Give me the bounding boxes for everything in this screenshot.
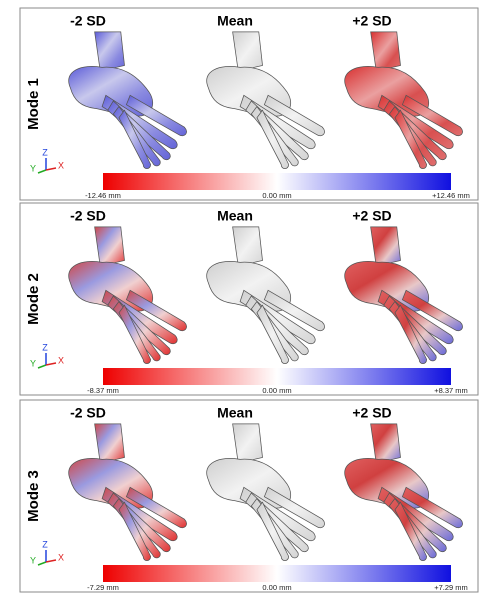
axis-label: Z [42, 147, 48, 157]
scale-label: 0.00 mm [262, 583, 291, 592]
panel: Mode 2 -2 SD Mean +2 SD YZX -8.37 mm 0.00 mm +8… [20, 203, 478, 395]
mode-label: Mode 1 [25, 78, 42, 130]
panel: Mode 3 -2 SD Mean +2 SD YZX -7.29 mm 0.00 mm +7… [20, 400, 478, 592]
scale-label: 0.00 mm [262, 386, 291, 395]
scale-label: -12.46 mm [85, 191, 121, 200]
column-header: -2 SD [70, 208, 106, 224]
axis-label: X [58, 160, 64, 170]
mode-label: Mode 2 [25, 273, 42, 325]
axis-label: Y [30, 163, 36, 173]
axis-label: Z [42, 342, 48, 352]
color-bar [103, 368, 451, 385]
color-bar [103, 565, 451, 582]
scale-label: +8.37 mm [434, 386, 468, 395]
axis-label: X [58, 355, 64, 365]
scale-label: +7.29 mm [434, 583, 468, 592]
column-header: +2 SD [352, 405, 391, 421]
column-header: +2 SD [352, 13, 391, 29]
axis-label: X [58, 552, 64, 562]
column-header: Mean [217, 405, 253, 421]
color-bar [103, 173, 451, 190]
panel: Mode 1 -2 SD Mean +2 SD YZX -12.46 mm 0.00 mm +… [20, 8, 478, 200]
figure: Mode 1-2 SDMean+2 SDYZX-12.46 mm0.00 mm+… [0, 0, 486, 600]
column-header: -2 SD [70, 405, 106, 421]
scale-label: 0.00 mm [262, 191, 291, 200]
column-header: Mean [217, 208, 253, 224]
axis-label: Y [30, 358, 36, 368]
mode-label: Mode 3 [25, 470, 42, 522]
scale-label: +12.46 mm [432, 191, 470, 200]
axis-label: Z [42, 539, 48, 549]
column-header: Mean [217, 13, 253, 29]
scale-label: -8.37 mm [87, 386, 119, 395]
column-header: -2 SD [70, 13, 106, 29]
scale-label: -7.29 mm [87, 583, 119, 592]
axis-label: Y [30, 555, 36, 565]
column-header: +2 SD [352, 208, 391, 224]
